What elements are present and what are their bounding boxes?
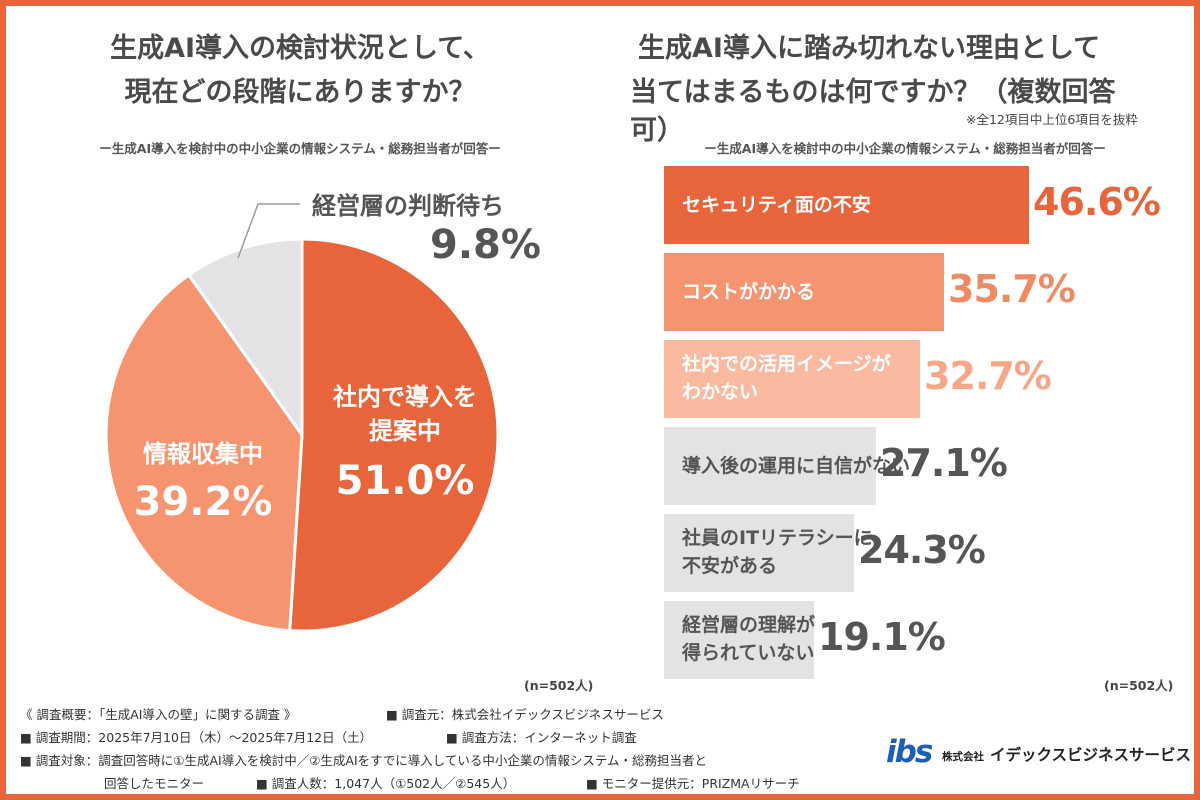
bar bbox=[664, 340, 920, 418]
footer-survey-title: 《 調査概要：「生成AI導入の壁」に関する調査 》 bbox=[20, 707, 297, 722]
bar-label-line1: 社内での活用イメージが bbox=[682, 353, 891, 375]
pie-label-proposing-line2: 提案中 bbox=[369, 417, 441, 445]
pie-slice-gathering bbox=[104, 272, 304, 633]
footer-survey-target-cont: 回答したモニター bbox=[104, 776, 205, 791]
left-title: 生成AI導入の検討状況として、 現在どの段階にありますか？ bbox=[70, 30, 530, 112]
bar bbox=[664, 166, 1029, 244]
bar-value: 46.6% bbox=[1033, 180, 1161, 224]
right-title-line2: 当てはまるものは何ですか？（複数回答可） bbox=[630, 77, 1116, 146]
right-subtitle: ー生成AI導入を検討中の中小企業の情報システム・総務担当者が回答ー bbox=[704, 141, 1106, 156]
footer-monitor-provider: ■ モニター提供元：PRIZMAリサーチ bbox=[586, 776, 800, 791]
bar-label: 社内での活用イメージが わかない bbox=[682, 350, 891, 406]
company-prefix: 株式会社 bbox=[942, 751, 984, 763]
bar-label-line1: 経営層の理解が bbox=[682, 614, 816, 636]
left-n-label: (n=502人) bbox=[524, 678, 594, 693]
right-title-line1: 生成AI導入に踏み切れない理由として bbox=[638, 33, 1101, 64]
callout-line bbox=[237, 203, 300, 259]
pie-label-gathering-line1: 情報収集中 bbox=[143, 440, 263, 468]
bar-value: 24.3% bbox=[858, 528, 986, 572]
right-footnote: ※全12項目中上位6項目を抜粋 bbox=[966, 112, 1138, 127]
pie-label-proposing: 社内で導入を 提案中 51.0% bbox=[305, 380, 505, 508]
bar-label-line1: 社員のITリテラシーに bbox=[682, 527, 873, 549]
bar-label-line2: わかない bbox=[682, 381, 759, 403]
pie-label-waiting: 経営層の判断待ち bbox=[312, 192, 504, 220]
bar bbox=[664, 427, 876, 505]
bar-value: 32.7% bbox=[924, 354, 1052, 398]
pie-value-proposing: 51.0% bbox=[335, 458, 475, 504]
bar-label: セキュリティ面の不安 bbox=[682, 191, 871, 219]
right-n-label: (n=502人) bbox=[1104, 678, 1174, 693]
pie-label-proposing-line1: 社内で導入を bbox=[333, 383, 477, 411]
left-subtitle: ー生成AI導入を検討中の中小企業の情報システム・総務担当者が回答ー bbox=[99, 141, 501, 156]
pie-slice-proposing bbox=[288, 237, 500, 633]
bar-label-line1: コストがかかる bbox=[682, 281, 816, 303]
pie-value-waiting: 9.8% bbox=[430, 222, 541, 268]
company-name: イデックスビジネスサービス bbox=[990, 746, 1192, 764]
bar bbox=[664, 514, 854, 592]
footer-survey-count: ■ 調査人数：1,047人（①502人／②545人） bbox=[256, 776, 516, 791]
bar-label: コストがかかる bbox=[682, 278, 815, 306]
company-logo: ibs 株式会社 イデックスビジネスサービス bbox=[886, 734, 1191, 774]
footer-survey-target: ■ 調査対象：調査回答時に①生成AI導入を検討中／②生成AIをすでに導入している… bbox=[20, 753, 708, 768]
pie-slice-waiting bbox=[186, 237, 304, 440]
footer-survey-source: ■ 調査元：株式会社イデックスビジネスサービス bbox=[386, 707, 664, 722]
bar-label-line2: 得られていない bbox=[682, 642, 815, 664]
pie-label-gathering: 情報収集中 39.2% bbox=[118, 437, 288, 529]
bar bbox=[664, 253, 944, 331]
bar-value: 35.7% bbox=[948, 267, 1076, 311]
footer-survey-method: ■ 調査方法：インターネット調査 bbox=[446, 730, 637, 745]
ibs-logo-icon: ibs bbox=[886, 734, 933, 770]
left-title-line2: 現在どの段階にありますか？ bbox=[124, 77, 476, 108]
bar-label-line1: セキュリティ面の不安 bbox=[682, 194, 871, 216]
bar-label-line2: 不安がある bbox=[682, 555, 778, 577]
bar bbox=[664, 601, 814, 679]
left-title-line1: 生成AI導入の検討状況として、 bbox=[110, 33, 490, 64]
bar-value: 27.1% bbox=[880, 441, 1008, 485]
bar-label: 経営層の理解が 得られていない bbox=[682, 611, 815, 667]
right-title: 生成AI導入に踏み切れない理由として 当てはまるものは何ですか？（複数回答可） bbox=[610, 30, 1150, 150]
footer-survey-period: ■ 調査期間：2025年7月10日（木）～2025年7月12日（土） bbox=[20, 730, 373, 745]
bar-label-line1: 導入後の運用に自信がない bbox=[682, 455, 911, 477]
bar-label: 導入後の運用に自信がない bbox=[682, 452, 910, 480]
bar-value: 19.1% bbox=[818, 615, 946, 659]
bar-label: 社員のITリテラシーに 不安がある bbox=[682, 524, 873, 580]
pie-value-gathering: 39.2% bbox=[133, 479, 273, 525]
